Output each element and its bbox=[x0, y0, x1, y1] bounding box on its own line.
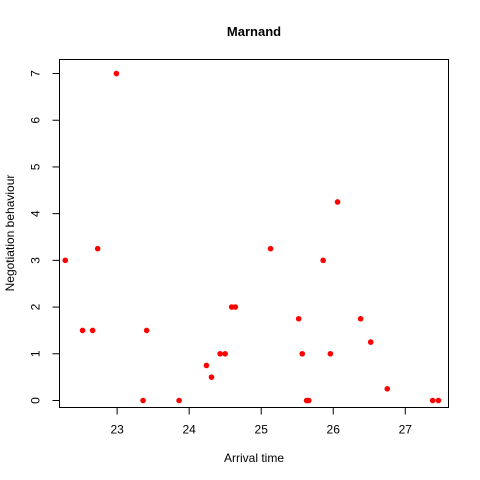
plot-area-frame bbox=[59, 59, 449, 408]
y-tick-label: 5 bbox=[29, 163, 43, 170]
data-point bbox=[94, 245, 101, 252]
data-point bbox=[435, 397, 442, 404]
y-tick-label: 4 bbox=[29, 210, 43, 217]
data-point bbox=[367, 339, 374, 345]
data-point bbox=[357, 315, 364, 322]
data-point bbox=[143, 327, 150, 334]
data-point bbox=[299, 350, 306, 357]
data-point bbox=[222, 350, 228, 357]
data-point bbox=[217, 350, 223, 357]
data-point bbox=[113, 70, 120, 77]
data-point bbox=[62, 257, 69, 264]
data-points bbox=[62, 70, 442, 404]
x-axis-label: Arrival time bbox=[224, 451, 284, 465]
chart-title: Marnand bbox=[227, 24, 281, 39]
x-tick-label: 23 bbox=[110, 423, 124, 437]
y-tick-label: 1 bbox=[29, 350, 43, 357]
y-axis-label: Negotiation behaviour bbox=[3, 175, 17, 292]
data-point bbox=[79, 327, 86, 334]
data-point bbox=[232, 304, 239, 310]
data-point bbox=[327, 350, 334, 357]
y-tick-label: 0 bbox=[29, 397, 43, 404]
data-point bbox=[320, 257, 326, 264]
data-point bbox=[176, 397, 182, 404]
data-point bbox=[429, 397, 436, 404]
x-tick-label: 27 bbox=[399, 423, 413, 437]
x-tick-label: 24 bbox=[182, 423, 196, 437]
x-tick-label: 25 bbox=[255, 423, 269, 437]
data-point bbox=[305, 397, 312, 404]
x-axis: 23 24 25 26 27 bbox=[110, 407, 413, 437]
y-tick-label: 3 bbox=[29, 257, 43, 264]
y-tick-label: 7 bbox=[29, 70, 43, 77]
data-point bbox=[140, 397, 146, 404]
y-tick-label: 2 bbox=[29, 303, 43, 310]
data-point bbox=[89, 327, 96, 334]
x-tick-label: 26 bbox=[327, 423, 341, 437]
data-point bbox=[203, 362, 210, 369]
y-axis: 0 1 2 3 4 5 6 7 bbox=[29, 70, 60, 404]
data-point bbox=[208, 374, 215, 380]
data-point bbox=[267, 245, 274, 252]
data-point bbox=[295, 315, 302, 322]
data-point bbox=[334, 199, 341, 205]
y-tick-label: 6 bbox=[29, 117, 43, 124]
data-point bbox=[384, 386, 391, 392]
